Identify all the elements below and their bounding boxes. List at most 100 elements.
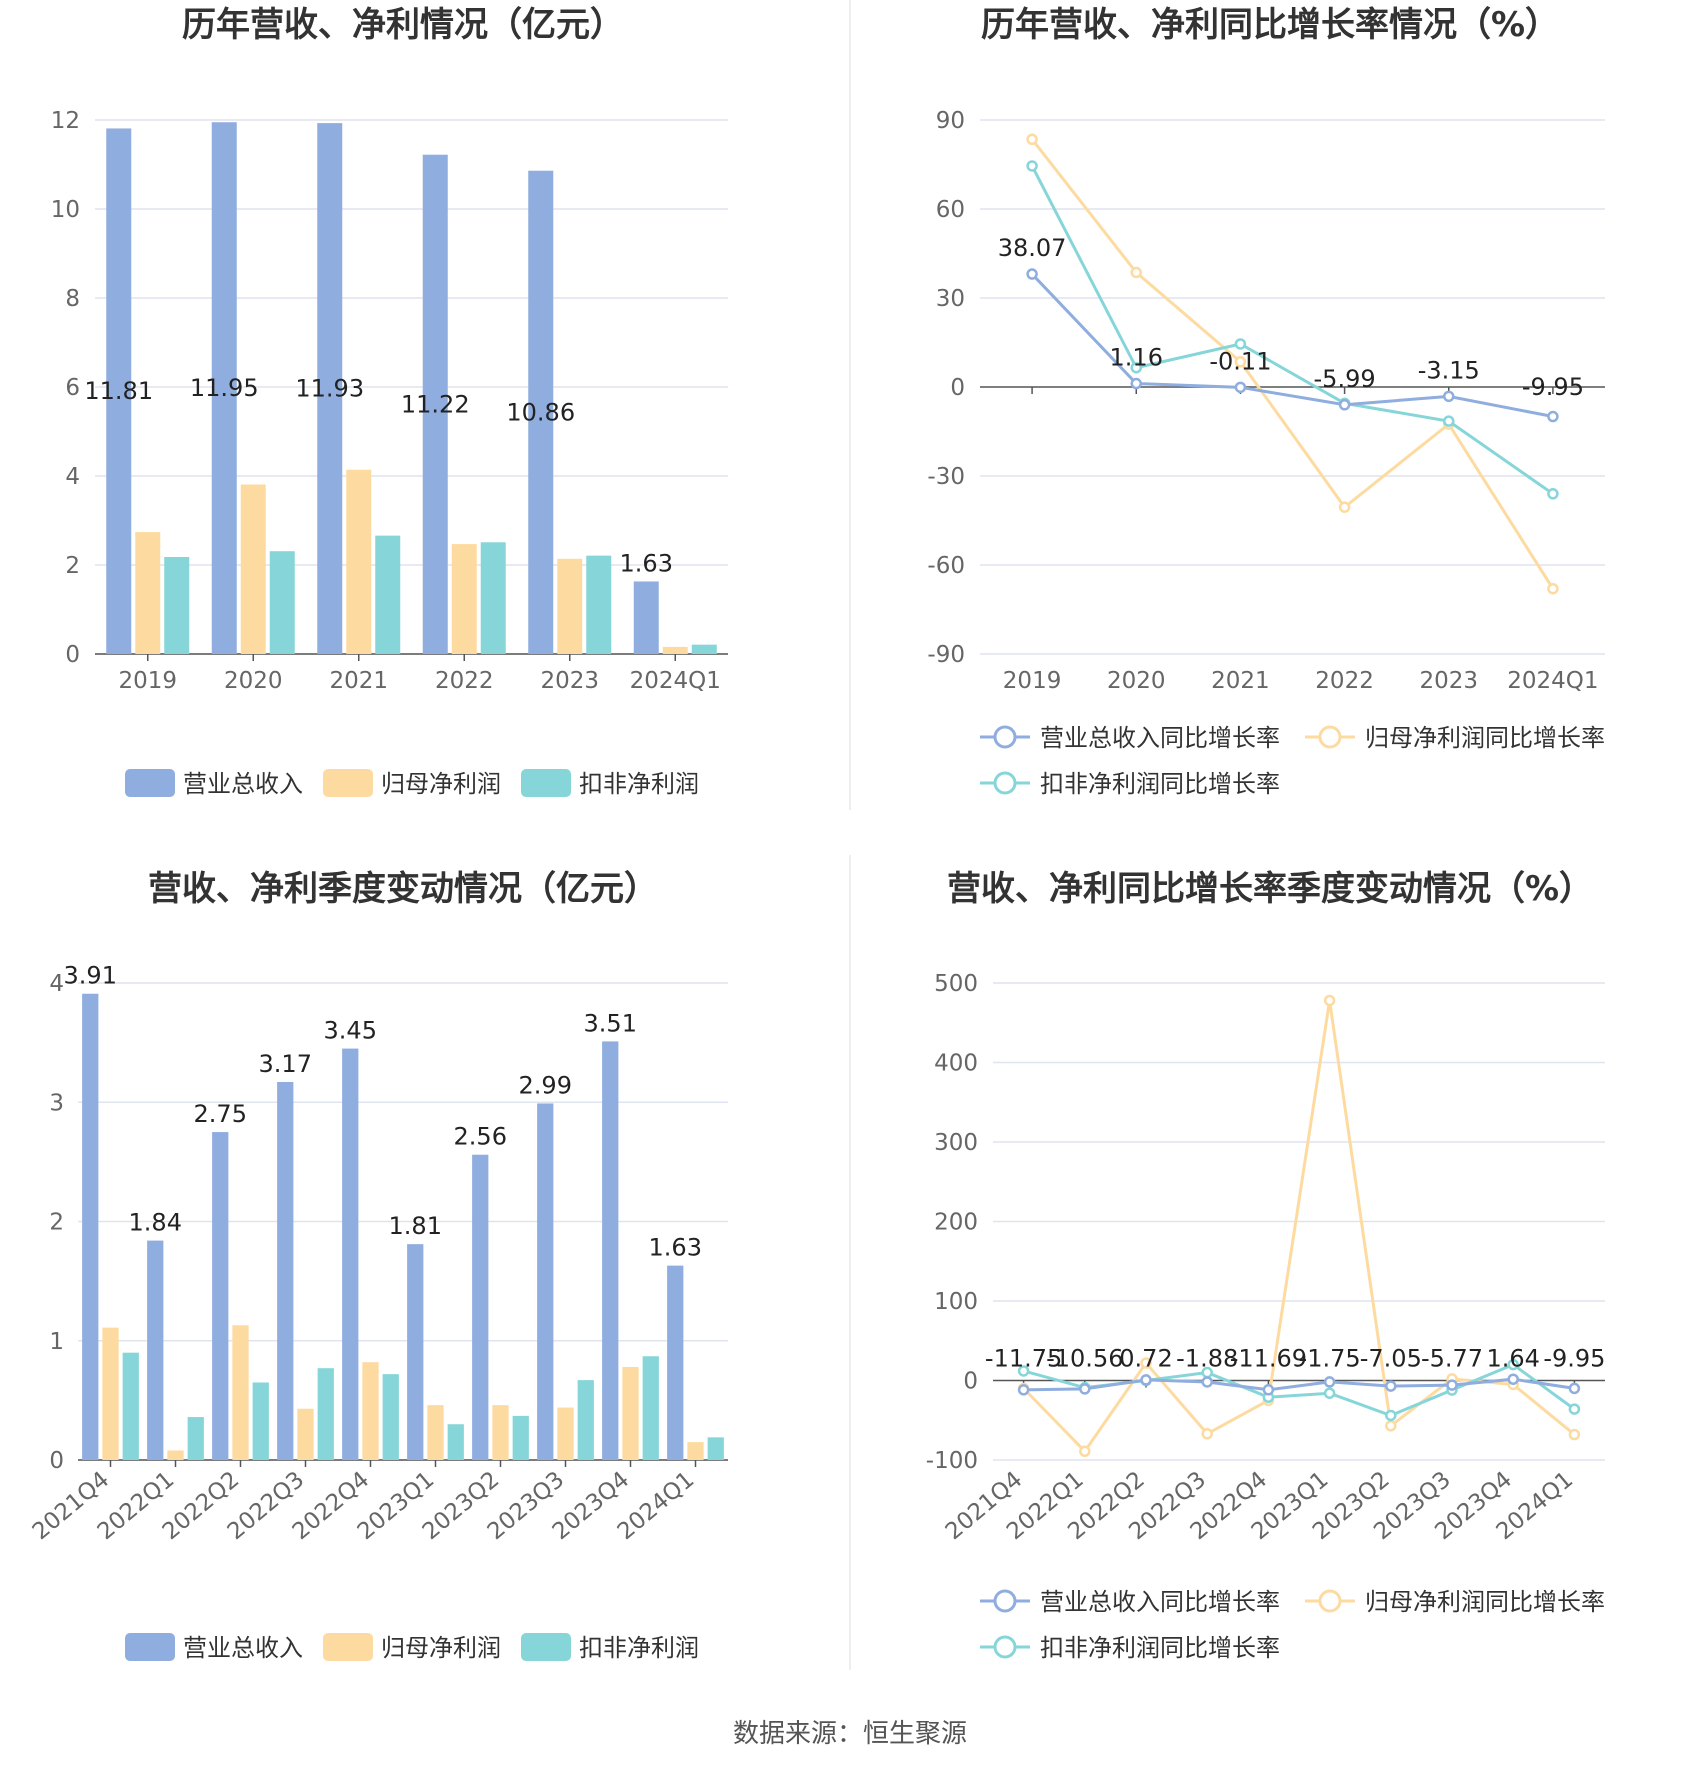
bar-data-label: 11.22: [401, 390, 470, 418]
bar-net-profit: [135, 532, 161, 654]
chart-quarterly-growth: 营收、净利同比增长率季度变动情况（%）-10001002003004005002…: [926, 869, 1606, 1662]
y-tick-label: 4: [49, 971, 64, 997]
legend-label: 营业总收入: [183, 770, 303, 798]
bar-net-profit: [167, 1450, 184, 1460]
bar-net-profit: [232, 1325, 249, 1460]
bar-deducted-profit: [512, 1415, 529, 1460]
bar-revenue: [633, 581, 659, 654]
bar-deducted-profit: [122, 1352, 139, 1460]
bar-deducted-profit: [252, 1382, 269, 1460]
bar-data-label: 1.63: [649, 1234, 702, 1262]
chart-title: 历年营收、净利同比增长率情况（%）: [981, 5, 1559, 45]
series-point: [1568, 1382, 1581, 1395]
x-tick-label: 2022: [1315, 668, 1374, 694]
series-line-net-profit: [1030, 138, 1555, 590]
y-tick-label: -90: [927, 642, 965, 668]
y-tick-label: 200: [934, 1210, 978, 1236]
y-tick-label: 100: [934, 1289, 978, 1315]
line-data-label: -3.15: [1418, 356, 1480, 384]
chart-title: 营收、净利同比增长率季度变动情况（%）: [947, 869, 1593, 909]
bar-net-profit: [492, 1405, 509, 1460]
legend-marker: [1318, 1589, 1342, 1613]
legend-marker: [993, 1589, 1017, 1613]
bar-revenue: [407, 1244, 424, 1460]
y-tick-label: 4: [65, 464, 80, 490]
legend-label: 归母净利润: [381, 770, 501, 798]
series-point: [1507, 1373, 1519, 1385]
bar-net-profit: [362, 1362, 379, 1460]
line-data-label: -11.75: [985, 1345, 1062, 1373]
chart-title: 历年营收、净利情况（亿元）: [182, 5, 624, 45]
series-point: [1446, 1379, 1458, 1391]
bar-net-profit: [240, 484, 266, 654]
bar-revenue: [528, 170, 554, 655]
legend-label: 扣非净利润: [579, 1634, 699, 1662]
series-point: [1079, 1383, 1091, 1395]
y-tick-label: 0: [950, 375, 965, 401]
legend-label: 营业总收入同比增长率: [1040, 724, 1280, 752]
series-point: [1234, 381, 1247, 394]
line-data-label: -5.99: [1314, 365, 1376, 393]
bar-revenue: [342, 1048, 359, 1460]
y-tick-label: 12: [51, 108, 80, 134]
bar-data-label: 2.99: [519, 1071, 572, 1099]
line-data-label: -10.56: [1046, 1345, 1123, 1373]
bar-net-profit: [297, 1408, 314, 1460]
series-point: [1201, 1428, 1213, 1440]
legend-marker: [993, 1635, 1017, 1659]
series-point: [1443, 415, 1455, 427]
series-point: [1262, 1384, 1275, 1396]
bar-data-label: 11.95: [190, 374, 259, 402]
series-line-deducted-profit: [1030, 165, 1554, 496]
series-point: [1234, 356, 1247, 368]
bar-deducted-profit: [269, 551, 295, 654]
legend-label: 营业总收入同比增长率: [1040, 1588, 1280, 1616]
bar-net-profit: [662, 646, 688, 654]
bar-deducted-profit: [164, 556, 190, 654]
bar-deducted-profit: [586, 555, 612, 654]
series-point: [1547, 488, 1559, 500]
bar-deducted-profit: [382, 1374, 399, 1460]
bar-revenue: [317, 123, 343, 655]
legend-marker: [993, 725, 1017, 749]
bar-deducted-profit: [577, 1380, 594, 1460]
series-point: [1547, 410, 1559, 423]
bar-data-label: 1.84: [129, 1209, 182, 1237]
series-point: [1385, 1420, 1397, 1432]
series-point: [1568, 1403, 1581, 1415]
x-tick-label: 2020: [1107, 668, 1166, 694]
bar-net-profit: [557, 558, 583, 654]
y-tick-label: 8: [65, 286, 80, 312]
x-tick-label: 2024Q1: [630, 668, 721, 694]
y-tick-label: 3: [49, 1090, 64, 1116]
y-tick-label: 6: [65, 375, 80, 401]
bar-data-label: 11.93: [295, 375, 364, 403]
y-tick-label: 400: [934, 1051, 978, 1077]
chart-annual-growth: 历年营收、净利同比增长率情况（%） -90 -60 -30 0 30 60 90 2019 202…: [927, 5, 1605, 798]
bar-deducted-profit: [317, 1368, 334, 1460]
bar-revenue: [602, 1041, 619, 1460]
bar-revenue: [212, 1132, 229, 1460]
series-point: [1323, 1376, 1336, 1388]
y-tick-label: 0: [963, 1369, 978, 1395]
line-data-label: -5.77: [1421, 1345, 1483, 1373]
x-tick-label: 2023: [1419, 668, 1478, 694]
legend-label: 扣非净利润同比增长率: [1040, 770, 1280, 798]
bar-deducted-profit: [642, 1356, 659, 1460]
bar-revenue: [472, 1154, 489, 1460]
bar-revenue: [106, 128, 132, 654]
source-note: 数据来源：恒生聚源: [733, 1719, 967, 1749]
line-data-label: 38.07: [998, 234, 1067, 262]
bar-data-label: 1.81: [389, 1212, 442, 1240]
legend-label: 营业总收入: [183, 1634, 303, 1662]
bar-net-profit: [451, 544, 477, 654]
y-tick-label: 2: [65, 553, 80, 579]
x-tick-label: 2020: [224, 668, 283, 694]
legend-swatch: [521, 769, 571, 797]
x-tick-label: 2021: [329, 668, 388, 694]
bar-data-label: 3.17: [259, 1050, 312, 1078]
series-point: [1323, 1387, 1336, 1399]
x-tick-label: 2019: [118, 668, 177, 694]
